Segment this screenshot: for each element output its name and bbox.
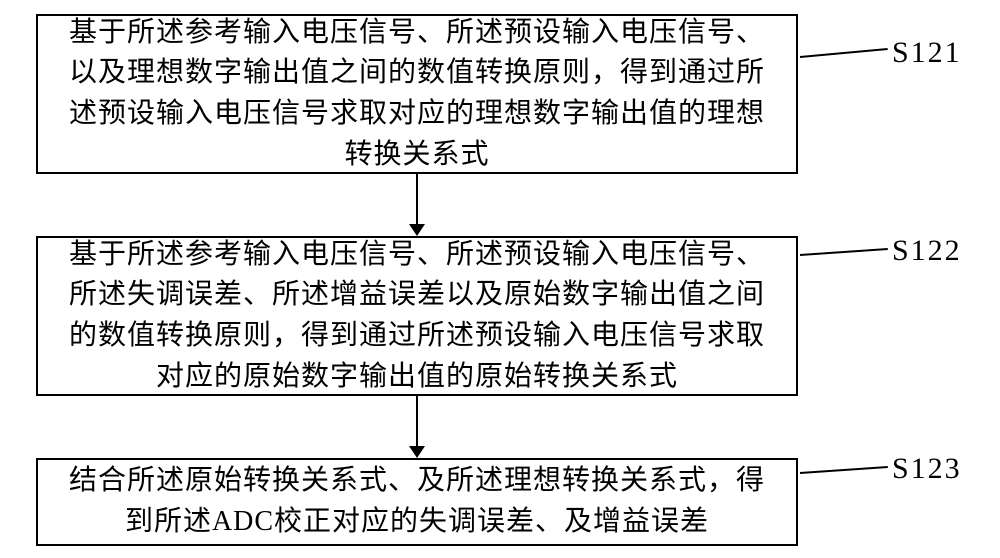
arrow-1-2 bbox=[397, 174, 437, 236]
step-s122-text: 基于所述参考输入电压信号、所述预设输入电压信号、所述失调误差、所述增益误差以及原… bbox=[56, 235, 778, 397]
leader-s122 bbox=[800, 248, 888, 256]
flowchart-canvas: 基于所述参考输入电压信号、所述预设输入电压信号、以及理想数字输出值之间的数值转换… bbox=[0, 0, 1000, 558]
label-s121: S121 bbox=[892, 36, 962, 70]
label-s123: S123 bbox=[892, 452, 962, 486]
arrow-2-3 bbox=[397, 396, 437, 458]
step-s121-text: 基于所述参考输入电压信号、所述预设输入电压信号、以及理想数字输出值之间的数值转换… bbox=[56, 13, 778, 175]
step-s123-text: 结合所述原始转换关系式、及所述理想转换关系式，得到所述ADC校正对应的失调误差、… bbox=[56, 461, 778, 542]
leader-s123 bbox=[800, 466, 888, 474]
step-s121: 基于所述参考输入电压信号、所述预设输入电压信号、以及理想数字输出值之间的数值转换… bbox=[36, 14, 798, 174]
step-s122: 基于所述参考输入电压信号、所述预设输入电压信号、所述失调误差、所述增益误差以及原… bbox=[36, 236, 798, 396]
step-s123: 结合所述原始转换关系式、及所述理想转换关系式，得到所述ADC校正对应的失调误差、… bbox=[36, 458, 798, 546]
leader-s121 bbox=[800, 48, 888, 58]
label-s122: S122 bbox=[892, 234, 962, 268]
